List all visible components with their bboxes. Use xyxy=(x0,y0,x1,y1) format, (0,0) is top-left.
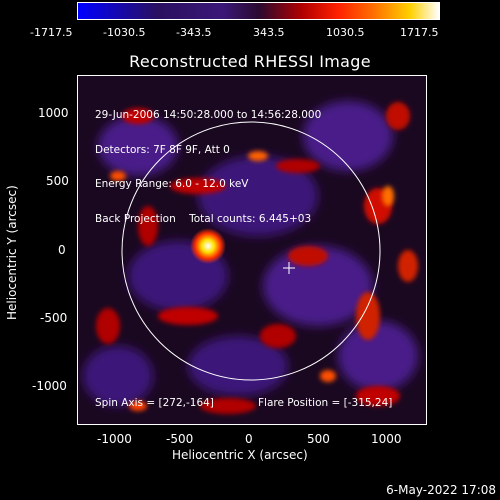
colorbar-tick: -1717.5 xyxy=(30,26,73,39)
x-tick: -1000 xyxy=(97,432,132,446)
detectors: Detectors: 7F 8F 9F, Att 0 xyxy=(95,143,230,156)
bright-spots xyxy=(110,151,394,411)
y-tick: 0 xyxy=(58,243,66,257)
y-tick: 500 xyxy=(46,174,69,188)
y-tick: 1000 xyxy=(38,106,69,120)
colorbar-tick: 1717.5 xyxy=(400,26,439,39)
y-axis-label: Heliocentric Y (arcsec) xyxy=(5,185,19,320)
x-tick: 1000 xyxy=(371,432,402,446)
colorbar xyxy=(77,2,440,20)
x-tick: 500 xyxy=(307,432,330,446)
colorbar-tick: -1030.5 xyxy=(103,26,146,39)
y-tick: -500 xyxy=(40,311,68,325)
spin-axis-marker xyxy=(283,262,295,274)
solar-image xyxy=(78,76,426,424)
x-tick: -500 xyxy=(166,432,194,446)
x-tick: 0 xyxy=(245,432,253,446)
solar-limb xyxy=(121,121,381,381)
colorbar-tick: 343.5 xyxy=(253,26,285,39)
flare-position-label: Flare Position = [-315,24] xyxy=(258,397,393,409)
colorbar-tick: -343.5 xyxy=(176,26,212,39)
flare-source xyxy=(190,228,226,264)
time-range: 29-Jun-2006 14:50:28.000 to 14:56:28.000 xyxy=(95,109,322,121)
observation-info: 29-Jun-2006 14:50:28.000 to 14:56:28.000… xyxy=(95,87,321,237)
method-counts: Back Projection Total counts: 6.445+03 xyxy=(95,212,312,225)
plot-title: Reconstructed RHESSI Image xyxy=(129,52,371,71)
x-axis-label: Heliocentric X (arcsec) xyxy=(172,448,308,462)
colorbar-tick: 1030.5 xyxy=(326,26,365,39)
timestamp: 6-May-2022 17:08 xyxy=(386,483,496,497)
image-panel xyxy=(77,75,427,425)
y-tick: -1000 xyxy=(32,379,67,393)
spin-axis-label: Spin Axis = [272,-164] xyxy=(95,397,214,409)
energy-range: Energy Range: 6.0 - 12.0 keV xyxy=(95,178,249,190)
